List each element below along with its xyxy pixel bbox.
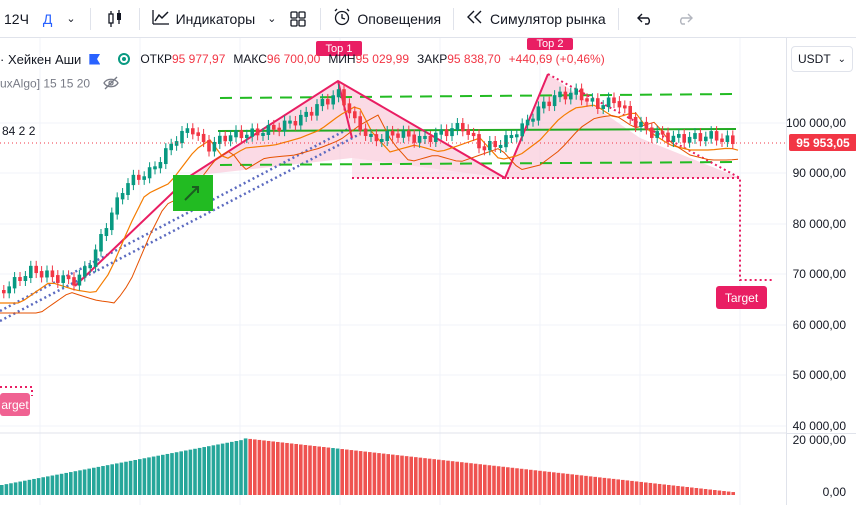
chart-pane[interactable] <box>0 38 786 505</box>
alerts-label: Оповещения <box>357 10 442 27</box>
undo-icon[interactable] <box>625 0 665 38</box>
alarm-clock-icon <box>333 8 351 29</box>
toolbar-divider <box>89 7 91 30</box>
price-scale[interactable]: USDT ⌄ 100 000,00 95 953,05 90 000,00 80… <box>786 38 856 505</box>
layouts-icon[interactable] <box>282 0 314 38</box>
eye-off-icon[interactable] <box>103 76 120 93</box>
open-value: 95 977,97 <box>172 52 226 66</box>
interval-button[interactable]: 12Ч <box>0 0 35 38</box>
indicators-label: Индикаторы <box>175 10 256 27</box>
top-toolbar: 12Ч Д ⌄ Индикаторы ⌄ Оповещения Симулято… <box>0 0 856 38</box>
top2-label: Top 2 <box>527 38 573 50</box>
indicator2-legend[interactable]: 84 2 2 <box>2 124 35 138</box>
high-value: 96 700,00 <box>266 52 321 66</box>
current-price-badge: 95 953,05 <box>789 134 856 151</box>
interval-label: 12Ч <box>4 10 29 27</box>
dashed-green-lines <box>219 93 739 166</box>
alerts-button[interactable]: Оповещения <box>327 0 447 38</box>
high-key: МАКС <box>233 52 267 66</box>
indicators-icon <box>151 9 170 28</box>
price-label: 80 000,00 <box>792 217 846 231</box>
low-value: 95 029,99 <box>355 52 409 66</box>
top1-text: Top 1 <box>325 42 353 55</box>
price-label: 90 000,00 <box>792 166 846 180</box>
candles-icon[interactable] <box>97 0 133 38</box>
chart-grid <box>0 38 786 505</box>
change-value: +440,69 (+0,46%) <box>508 52 605 66</box>
close-key: ЗАКР <box>417 52 448 66</box>
symbol-name[interactable]: · Хейкен Аши <box>0 51 82 67</box>
price-label: 70 000,00 <box>792 267 846 281</box>
currency-label: USDT <box>798 52 831 66</box>
rewind-icon <box>466 10 484 27</box>
indicator-legend[interactable]: uxAlgo] 15 15 20 <box>0 76 120 93</box>
target-lines <box>0 73 772 396</box>
toolbar-divider <box>453 7 455 30</box>
chart-style-button[interactable]: Д <box>35 0 58 38</box>
close-value: 95 838,70 <box>447 52 501 66</box>
buy-signal-box <box>173 175 213 211</box>
indicator-name: uxAlgo] 15 15 20 <box>0 76 91 91</box>
target-label-left: arget <box>0 393 30 416</box>
chart-canvas[interactable] <box>0 38 786 505</box>
replay-label: Симулятор рынка <box>490 10 606 27</box>
volume-label: 0,00 <box>822 485 846 499</box>
currency-select[interactable]: USDT ⌄ <box>791 46 853 72</box>
indicator2-name: 84 2 2 <box>2 124 36 138</box>
top1-label: Top 1 <box>316 41 362 56</box>
current-price: 95 953,05 <box>796 135 850 150</box>
price-label: 50 000,00 <box>792 368 846 382</box>
low-key: МИН <box>328 52 356 66</box>
pane-divider[interactable] <box>786 433 856 434</box>
price-label: 60 000,00 <box>792 318 846 332</box>
indicators-button[interactable]: Индикаторы <box>146 0 262 38</box>
target-text-left: arget <box>1 397 29 412</box>
heikin-ashi-candles <box>2 83 735 299</box>
toolbar-divider <box>617 7 619 30</box>
open-key: ОТКР <box>140 52 172 66</box>
replay-button[interactable]: Симулятор рынка <box>460 0 612 38</box>
symbol-legend: · Хейкен Аши ОТКР 95 977,97 МАКС 96 700,00… <box>0 50 613 68</box>
price-label: 100 000,00 <box>785 116 846 130</box>
top2-text: Top 2 <box>536 38 564 50</box>
volume-label: 20 000,00 <box>792 433 846 447</box>
chevron-down-icon[interactable]: ⌄ <box>267 13 277 25</box>
toolbar-divider <box>138 7 140 30</box>
flag-icon[interactable] <box>89 53 101 65</box>
chevron-down-icon[interactable]: ⌄ <box>66 13 76 25</box>
volume-histogram <box>0 438 735 495</box>
toolbar-divider <box>320 7 322 30</box>
target-label-right: Target <box>716 286 767 309</box>
chevron-down-icon: ⌄ <box>837 53 846 65</box>
target-text: Target <box>724 290 759 305</box>
market-status-icon[interactable] <box>118 53 131 65</box>
chart-style-label: Д <box>42 10 53 27</box>
redo-icon[interactable] <box>665 0 705 38</box>
price-label: 40 000,00 <box>792 419 846 433</box>
moving-averages <box>0 104 739 314</box>
